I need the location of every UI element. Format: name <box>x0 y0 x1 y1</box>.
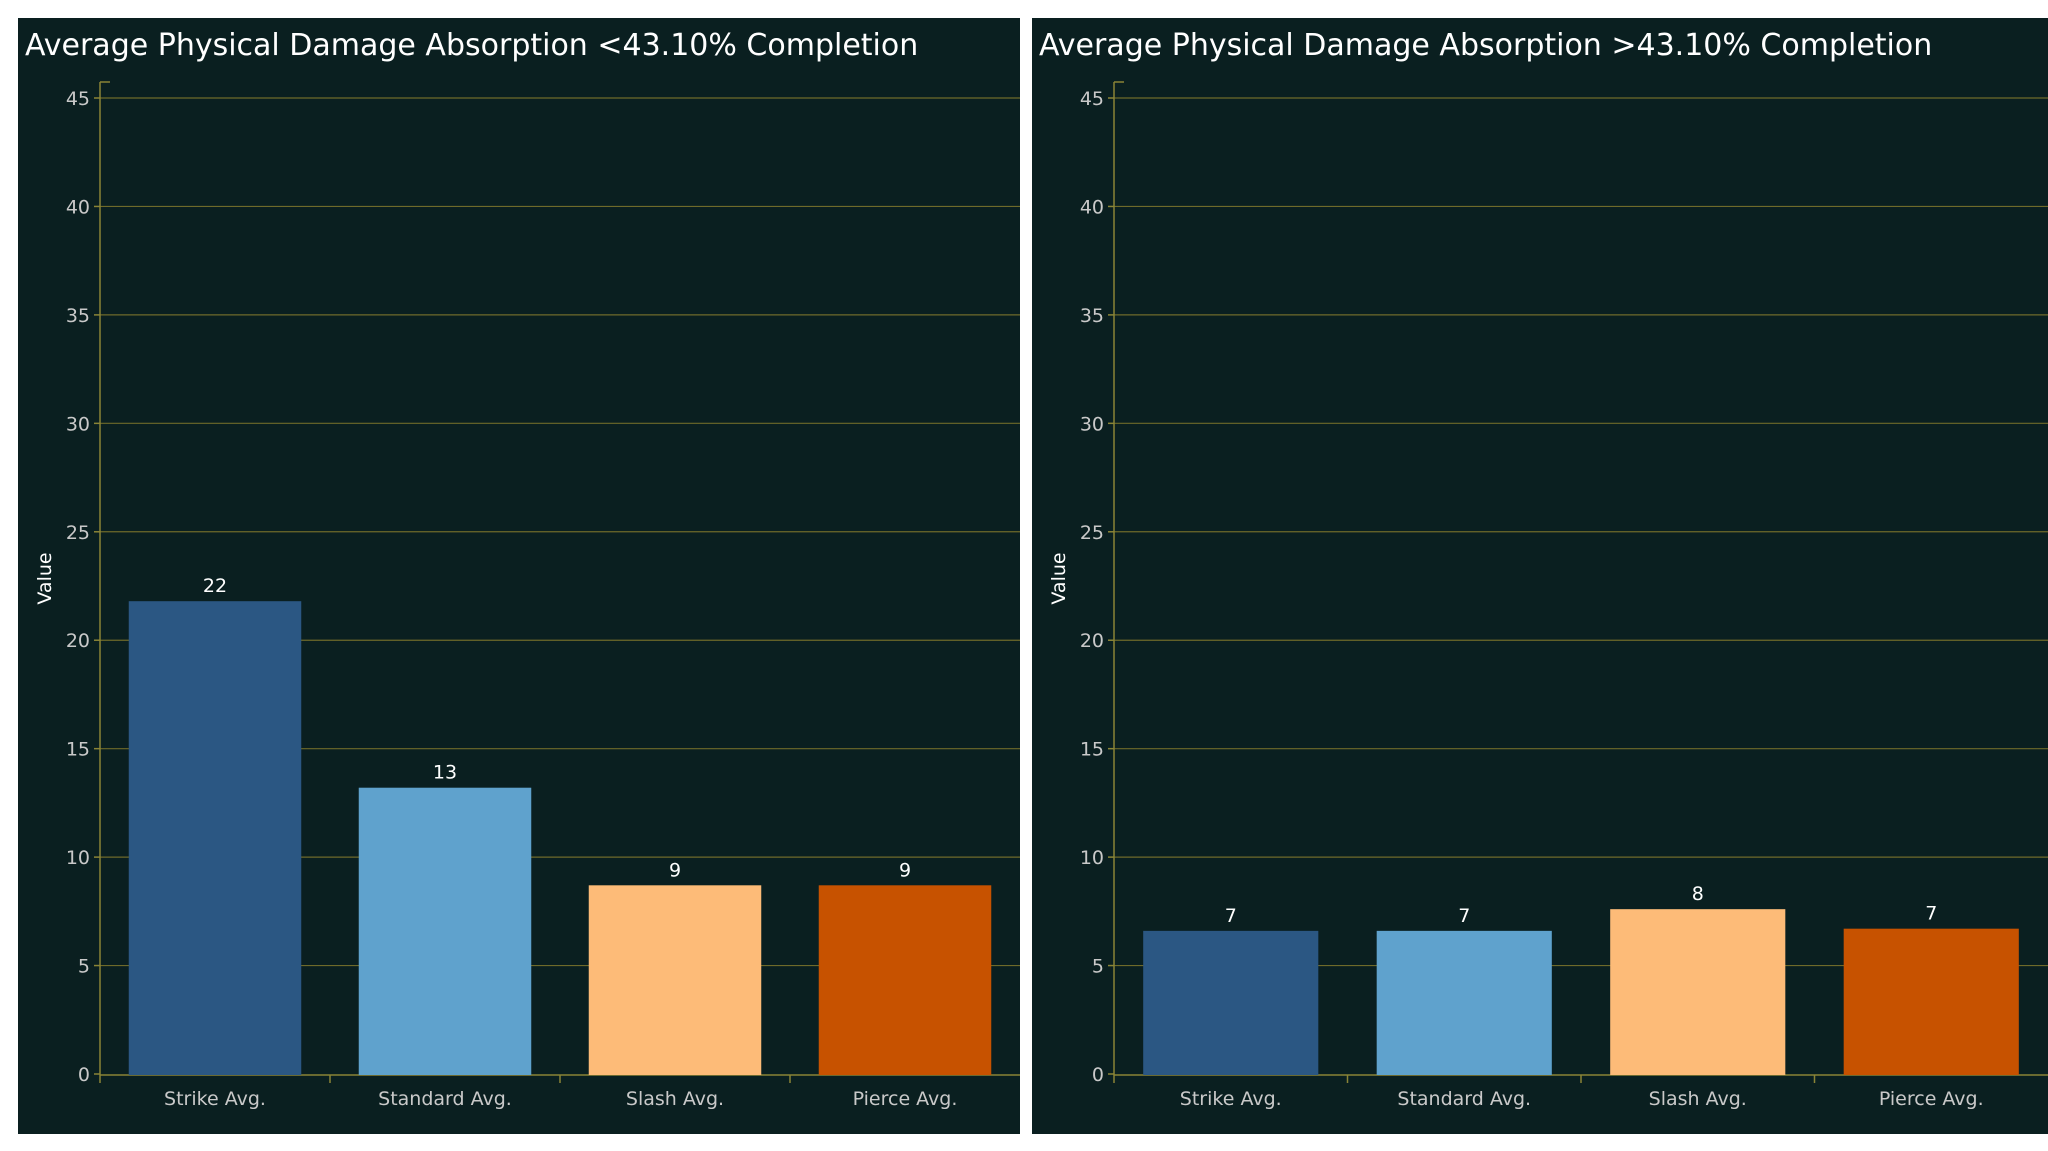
chart-title: Average Physical Damage Absorption <43.1… <box>25 28 919 63</box>
bar-value-label: 22 <box>203 575 227 597</box>
x-tick-label: Strike Avg. <box>1180 1088 1282 1110</box>
x-tick-label: Pierce Avg. <box>1879 1088 1984 1110</box>
y-tick-label: 35 <box>66 305 90 327</box>
bar-chart-above-threshold: 0 5 10 15 20 25 30 35 40 45 Value 7 Strike Avg. 7 Stan… <box>1048 81 2048 1110</box>
y-tick-label: 10 <box>1080 847 1104 869</box>
chart-panel-below-threshold: Average Physical Damage Absorption <43.1… <box>18 18 1020 1134</box>
y-tick-label: 45 <box>1080 88 1104 110</box>
y-tick-label: 15 <box>66 739 90 761</box>
y-tick-label: 25 <box>66 522 90 544</box>
y-tick-label: 20 <box>66 630 90 652</box>
y-tick-label: 40 <box>66 196 90 218</box>
bar-chart-below-threshold: 0 5 10 15 20 25 30 35 40 45 Value 22 Strike Avg. 13 St… <box>34 81 1020 1110</box>
x-tick-label: Strike Avg. <box>164 1088 266 1110</box>
bar[interactable] <box>588 885 762 1075</box>
bar[interactable] <box>818 885 992 1075</box>
bar[interactable] <box>128 601 302 1075</box>
y-tick-label: 25 <box>1080 522 1104 544</box>
bar-value-label: 7 <box>1225 905 1237 927</box>
bar-value-label: 13 <box>433 762 457 784</box>
y-tick-label: 0 <box>1092 1064 1104 1086</box>
y-tick-label: 35 <box>1080 305 1104 327</box>
y-axis-label: Value <box>1048 552 1070 604</box>
y-tick-label: 30 <box>1080 413 1104 435</box>
y-tick-label: 10 <box>66 847 90 869</box>
bar[interactable] <box>1376 930 1552 1075</box>
x-tick-label: Standard Avg. <box>378 1088 512 1110</box>
y-tick-label: 30 <box>66 413 90 435</box>
bar[interactable] <box>358 787 532 1075</box>
y-tick-label: 5 <box>1092 956 1104 978</box>
y-tick-label: 0 <box>78 1064 90 1086</box>
bar-value-label: 9 <box>899 859 911 881</box>
x-tick-label: Slash Avg. <box>1649 1088 1747 1110</box>
y-tick-label: 5 <box>78 956 90 978</box>
x-tick-label: Pierce Avg. <box>853 1088 958 1110</box>
x-tick-label: Slash Avg. <box>626 1088 724 1110</box>
bar-value-label: 9 <box>669 859 681 881</box>
y-tick-label: 20 <box>1080 630 1104 652</box>
bar[interactable] <box>1843 928 2019 1075</box>
bar[interactable] <box>1143 930 1319 1075</box>
bar-value-label: 8 <box>1692 883 1704 905</box>
y-tick-label: 40 <box>1080 196 1104 218</box>
y-tick-label: 15 <box>1080 739 1104 761</box>
y-axis-label: Value <box>34 552 56 604</box>
bar-value-label: 7 <box>1925 903 1937 925</box>
chart-title: Average Physical Damage Absorption >43.1… <box>1039 28 1933 63</box>
x-tick-label: Standard Avg. <box>1397 1088 1531 1110</box>
y-tick-label: 45 <box>66 88 90 110</box>
bar-value-label: 7 <box>1458 905 1470 927</box>
chart-panel-above-threshold: Average Physical Damage Absorption >43.1… <box>1032 18 2048 1134</box>
bar[interactable] <box>1610 909 1786 1075</box>
